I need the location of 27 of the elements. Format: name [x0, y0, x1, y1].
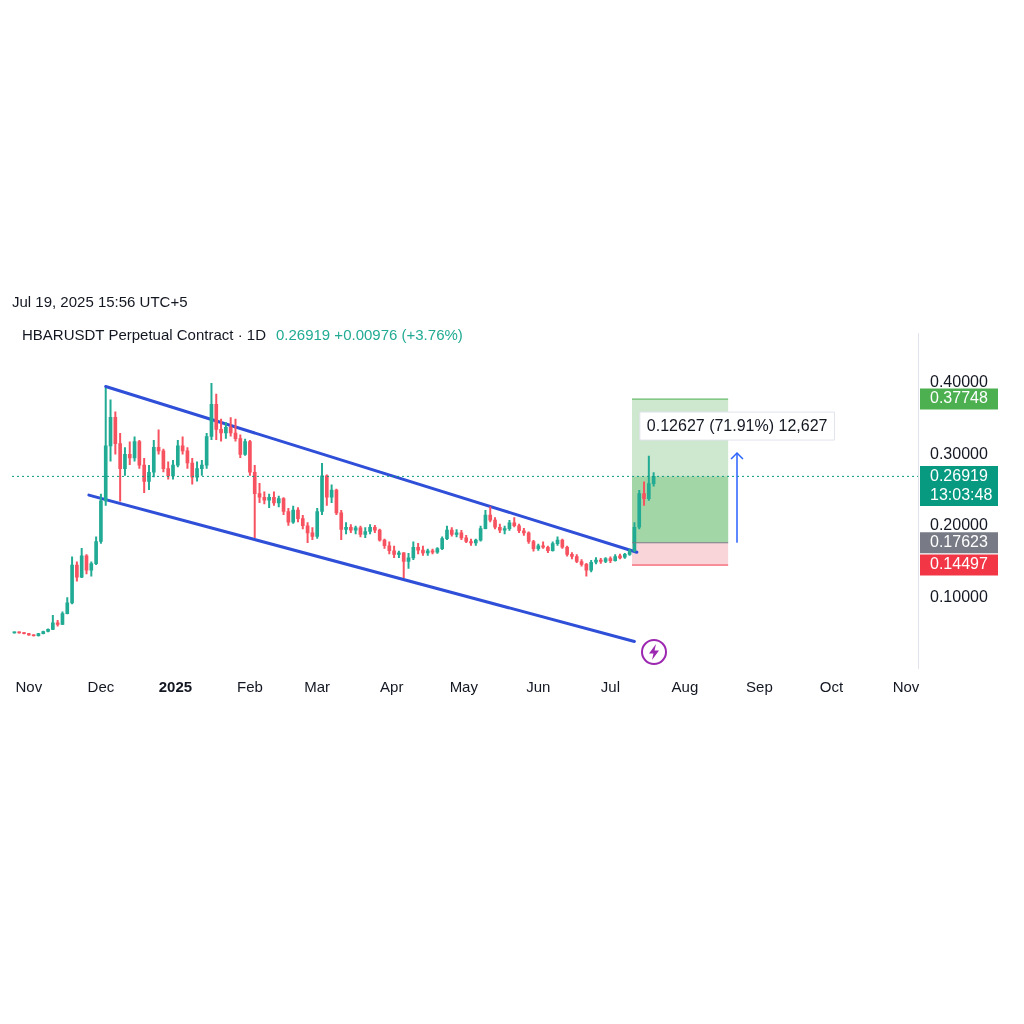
y-tick-label: 0.37748 — [930, 389, 988, 407]
y-tick-label: 0.40000 — [930, 373, 988, 391]
x-tick-label: Mar — [304, 677, 331, 695]
chart-subtitle: 0.26919 +0.00976 (+3.76%) — [275, 326, 463, 343]
x-tick-label: Nov — [892, 677, 920, 695]
x-tick-label: Aug — [671, 677, 699, 695]
y-tick-label: 0.30000 — [930, 444, 988, 462]
annotation: 0.12627 (71.91%) 12,627 — [646, 417, 828, 435]
y-tick-label: 0.17623 — [930, 533, 988, 551]
y-tick-label: 0.14497 — [930, 555, 988, 573]
chart-title: HBARUSDT Perpetual Contract · 1D — [22, 326, 266, 343]
text: Jul 19, 2025 15:56 UTC+5 — [12, 293, 188, 310]
x-tick-label: Jul — [600, 677, 620, 695]
x-tick-label: Dec — [87, 677, 115, 695]
candlestick — [17, 631, 22, 634]
x-tick-label: 2025 — [158, 677, 193, 695]
y-tick-label: 0.20000 — [930, 516, 988, 534]
x-tick-label: Jun — [526, 677, 551, 695]
x-tick-label: Feb — [236, 677, 263, 695]
x-tick-label: Sep — [746, 677, 773, 695]
candlestick — [12, 631, 17, 634]
y-tick-label: 0.10000 — [930, 587, 988, 605]
x-tick-label: Nov — [15, 677, 43, 695]
x-tick-label: May — [449, 677, 479, 695]
x-tick-label: Apr — [380, 677, 404, 695]
x-tick-label: Oct — [819, 677, 844, 695]
ref-line-label: 0.26919 13:03:48 — [930, 467, 993, 504]
